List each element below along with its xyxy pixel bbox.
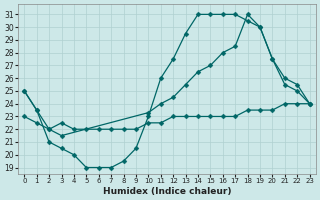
X-axis label: Humidex (Indice chaleur): Humidex (Indice chaleur): [103, 187, 231, 196]
